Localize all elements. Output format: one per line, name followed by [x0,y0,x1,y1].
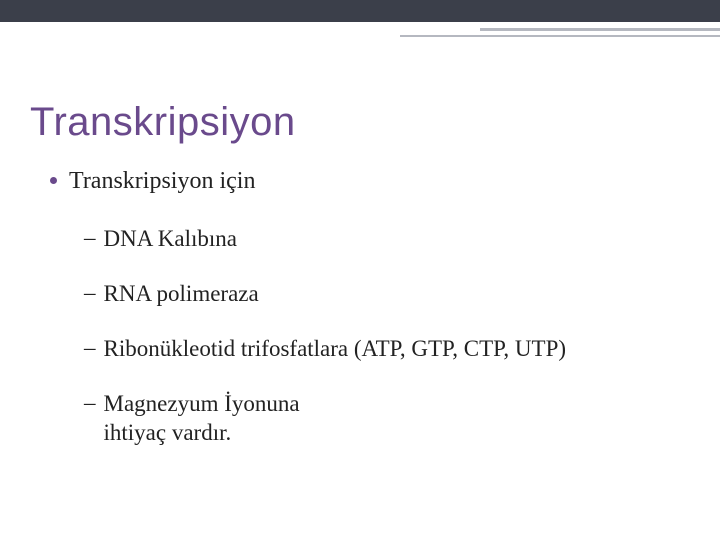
dash-icon: – [84,335,96,361]
sub-item-text: Ribonükleotid trifosfatlara (ATP, GTP, C… [104,335,567,364]
dash-icon: – [84,390,96,416]
main-bullet-text: Transkripsiyon için [69,168,255,195]
dash-icon: – [84,225,96,251]
sub-item-2: –Ribonükleotid trifosfatlara (ATP, GTP, … [84,335,566,364]
main-bullet: Transkripsiyon için [50,168,255,195]
sub-item-3: –Magnezyum İyonuna ihtiyaç vardır. [84,390,300,448]
accent-line-2 [400,35,720,37]
sub-item-1: –RNA polimeraza [84,280,259,309]
bullet-dot-icon [50,177,57,184]
accent-lines-group [400,28,720,37]
sub-item-text: DNA Kalıbına [104,225,238,254]
top-border-bar [0,0,720,24]
accent-line-1 [480,28,720,31]
dash-icon: – [84,280,96,306]
sub-item-text: RNA polimeraza [104,280,259,309]
slide-title: Transkripsiyon [30,100,296,145]
sub-item-0: –DNA Kalıbına [84,225,237,254]
sub-item-text: Magnezyum İyonuna ihtiyaç vardır. [104,390,300,448]
slide: Transkripsiyon Transkripsiyon için –DNA … [0,0,720,540]
